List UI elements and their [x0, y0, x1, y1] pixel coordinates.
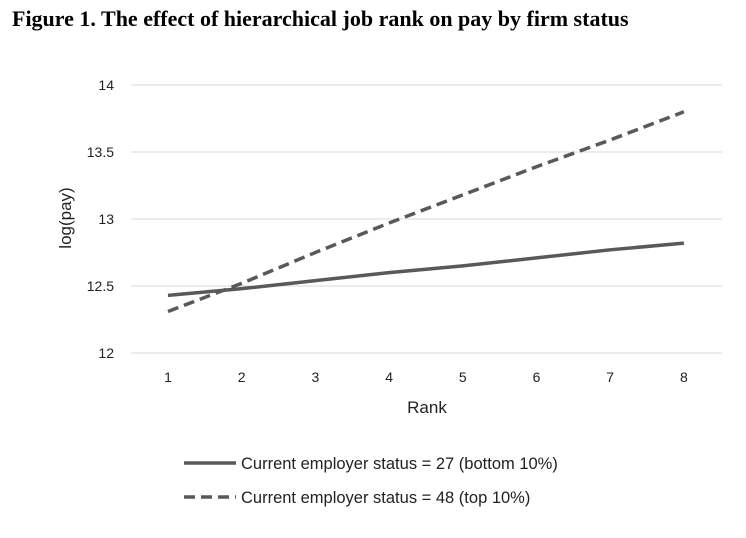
x-tick-label: 5 [459, 369, 467, 385]
x-tick-label: 7 [606, 369, 614, 385]
x-tick-label: 3 [312, 369, 320, 385]
x-tick-label: 1 [164, 369, 172, 385]
y-axis-ticks: 12 12.5 13 13.5 14 [87, 77, 114, 361]
x-tick-label: 8 [680, 369, 688, 385]
legend-label: Current employer status = 27 (bottom 10%… [241, 455, 558, 473]
x-tick-label: 4 [385, 369, 393, 385]
gridlines [131, 84, 722, 354]
y-tick-label: 14 [98, 77, 114, 93]
x-tick-label: 6 [533, 369, 541, 385]
y-tick-label: 12 [98, 345, 114, 361]
series-line-bottom-10 [167, 241, 685, 298]
x-axis-label: Rank [407, 398, 447, 417]
x-tick-label: 2 [238, 369, 246, 385]
chart-title: Figure 1. The effect of hierarchical job… [12, 6, 629, 31]
y-tick-label: 12.5 [87, 278, 114, 294]
legend: Current employer status = 27 (bottom 10%… [184, 455, 558, 507]
y-axis-label: log(pay) [56, 187, 75, 248]
x-axis-ticks: 1 2 3 4 5 6 7 8 [164, 369, 688, 385]
y-tick-label: 13 [98, 211, 114, 227]
legend-label: Current employer status = 48 (top 10%) [241, 489, 530, 507]
series-lines [167, 110, 685, 314]
y-tick-label: 13.5 [87, 144, 114, 160]
series-line-top-10 [167, 110, 685, 314]
